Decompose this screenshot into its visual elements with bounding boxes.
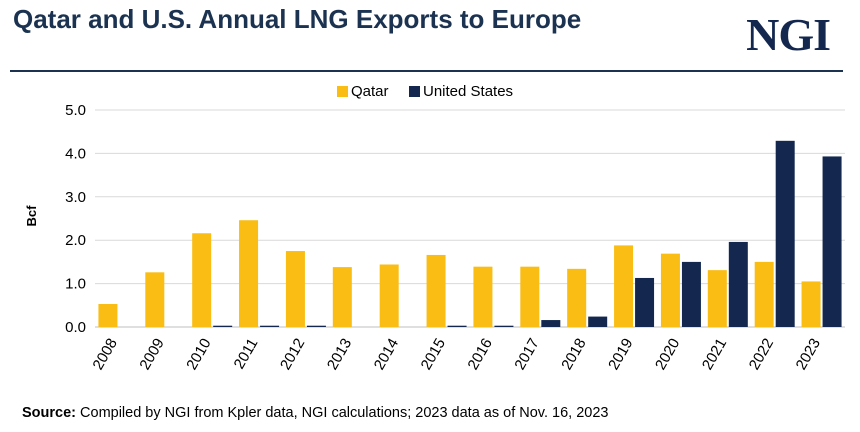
bar-qatar-2011 <box>239 220 259 327</box>
bar-united-states-2010 <box>213 325 233 327</box>
title-divider <box>10 70 843 72</box>
bar-qatar-2009 <box>145 272 165 327</box>
x-tick-label: 2015 <box>418 336 449 373</box>
legend-swatch-united-states <box>409 86 420 97</box>
bar-united-states-2023 <box>822 156 842 327</box>
bar-qatar-2018 <box>567 268 587 327</box>
bar-united-states-2011 <box>260 325 280 327</box>
bar-united-states-2018 <box>588 316 608 327</box>
y-tick-label: 4.0 <box>65 145 86 162</box>
x-tick-label: 2011 <box>231 336 262 372</box>
bar-qatar-2016 <box>473 266 493 327</box>
y-tick-label: 5.0 <box>65 102 86 119</box>
x-tick-label: 2012 <box>277 336 308 373</box>
x-tick-label: 2010 <box>183 336 214 373</box>
bar-qatar-2008 <box>98 303 118 327</box>
bar-qatar-2020 <box>660 253 680 327</box>
legend-swatch-qatar <box>337 86 348 97</box>
bar-qatar-2015 <box>426 254 446 327</box>
y-axis: 0.0 1.0 2.0 3.0 4.0 5.0 <box>65 102 86 336</box>
bar-qatar-2017 <box>520 266 540 327</box>
bar-qatar-2012 <box>285 251 305 327</box>
bar-qatar-2023 <box>801 281 821 327</box>
legend-label-united-states: United States <box>423 83 513 100</box>
bar-united-states-2021 <box>728 241 748 327</box>
x-tick-label: 2018 <box>558 336 589 373</box>
x-tick-label: 2013 <box>324 336 355 373</box>
chart-title: Qatar and U.S. Annual LNG Exports to Eur… <box>13 4 582 34</box>
y-tick-label: 2.0 <box>65 232 86 249</box>
bar-qatar-2014 <box>379 264 399 327</box>
x-tick-label: 2008 <box>89 336 120 373</box>
x-tick-label: 2022 <box>746 336 777 373</box>
bar-qatar-2010 <box>192 233 212 327</box>
y-tick-label: 0.0 <box>65 319 86 336</box>
bar-qatar-2021 <box>707 270 727 327</box>
bar-united-states-2019 <box>635 277 655 327</box>
chart-legend: Qatar United States <box>337 83 513 100</box>
source-label: Source: <box>22 405 76 421</box>
bar-united-states-2012 <box>306 325 326 327</box>
x-tick-label: 2019 <box>605 336 636 373</box>
x-tick-label: 2020 <box>652 336 683 373</box>
bar-qatar-2022 <box>754 261 774 327</box>
bar-qatar-2013 <box>332 267 352 327</box>
bar-united-states-2022 <box>775 140 795 327</box>
legend-label-qatar: Qatar <box>351 83 389 100</box>
ngi-logo: NGI <box>746 9 831 60</box>
y-axis-label: Bcf <box>24 205 39 227</box>
source-text: Compiled by NGI from Kpler data, NGI cal… <box>80 405 609 421</box>
x-tick-label: 2016 <box>464 336 495 373</box>
bar-united-states-2015 <box>447 325 467 327</box>
x-tick-label: 2023 <box>793 336 824 373</box>
x-tick-label: 2014 <box>371 336 402 373</box>
bar-united-states-2020 <box>681 261 701 327</box>
bar-qatar-2019 <box>614 245 634 327</box>
x-tick-label: 2017 <box>511 336 542 373</box>
x-tick-label: 2009 <box>136 336 167 373</box>
x-tick-label: 2021 <box>699 336 730 373</box>
bar-chart: Qatar United States 0.0 1.0 2.0 3.0 4.0 5.0 Bc… <box>24 83 845 373</box>
y-tick-label: 1.0 <box>65 276 86 293</box>
chart-bars <box>98 140 842 327</box>
x-axis: 2008 2009 2010 2011 2012 2013 2014 2015 2016 2017… <box>89 336 824 373</box>
bar-united-states-2016 <box>494 325 514 327</box>
bar-united-states-2017 <box>541 320 561 327</box>
source-note: Source: Compiled by NGI from Kpler data,… <box>22 405 608 421</box>
y-tick-label: 3.0 <box>65 189 86 206</box>
